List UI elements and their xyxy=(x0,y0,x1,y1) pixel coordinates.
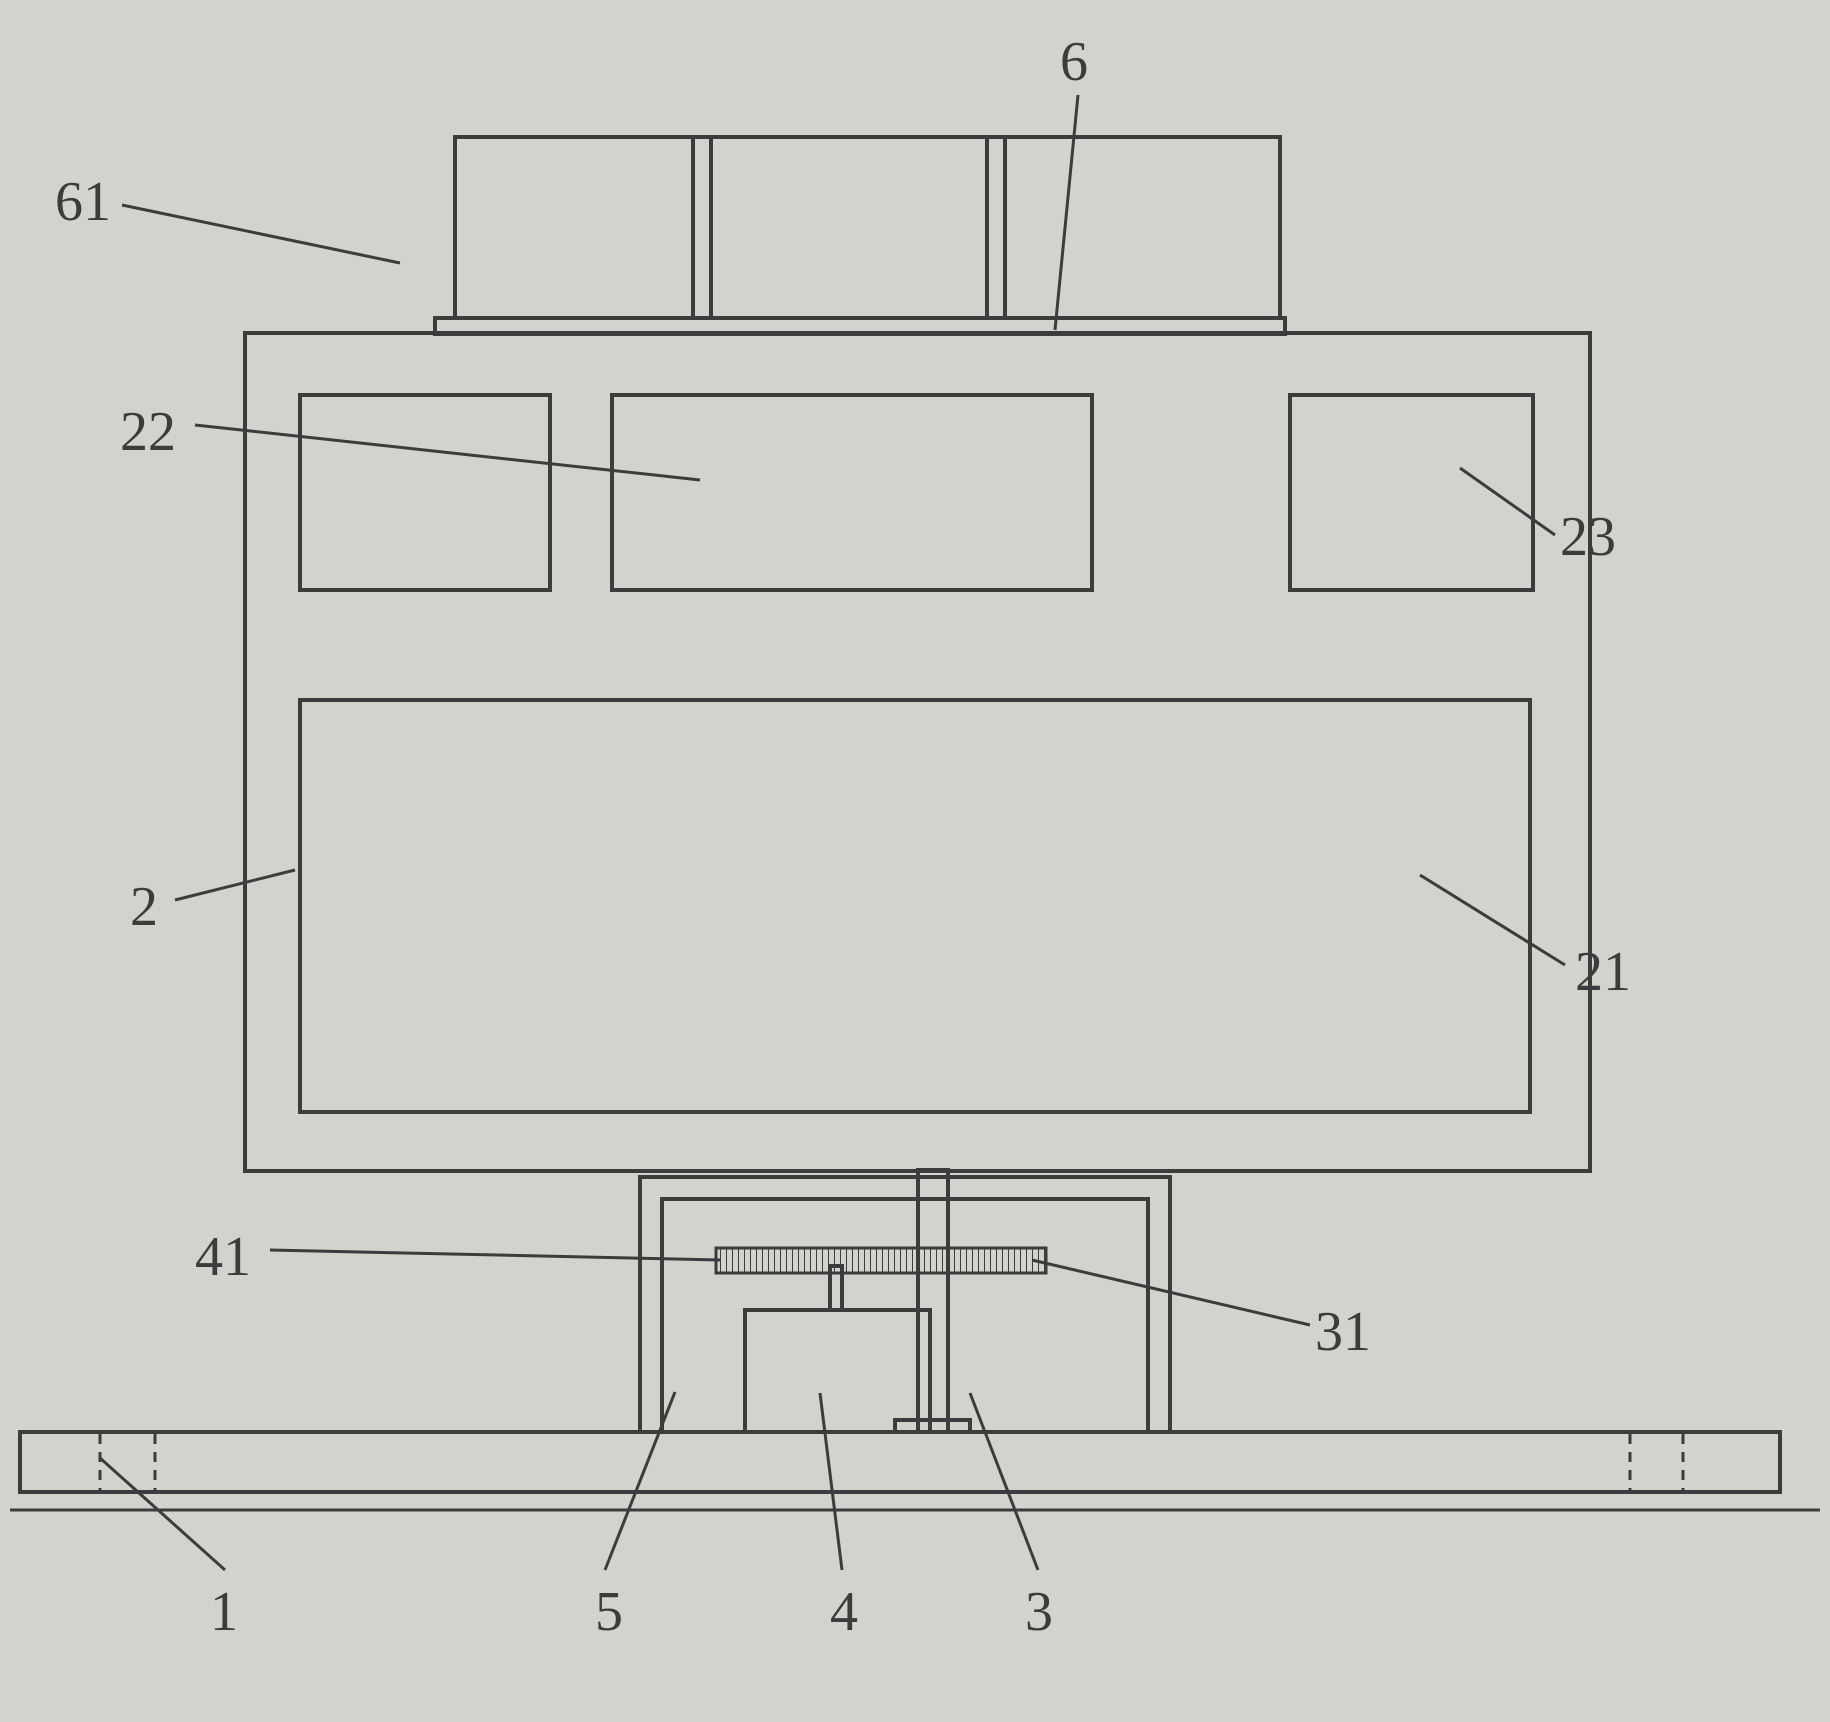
part-label-31: 31 xyxy=(1315,1300,1371,1364)
part-label-3: 3 xyxy=(1025,1580,1053,1644)
part-label-22: 22 xyxy=(120,400,176,464)
part-label-61: 61 xyxy=(55,170,111,234)
part-label-5: 5 xyxy=(595,1580,623,1644)
part-label-6: 6 xyxy=(1060,30,1088,94)
part-label-23: 23 xyxy=(1560,505,1616,569)
part-label-2: 2 xyxy=(130,875,158,939)
part-label-4: 4 xyxy=(830,1580,858,1644)
technical-diagram xyxy=(0,0,1830,1722)
part-label-41: 41 xyxy=(195,1225,251,1289)
part-label-21: 21 xyxy=(1575,940,1631,1004)
part-label-1: 1 xyxy=(210,1580,238,1644)
